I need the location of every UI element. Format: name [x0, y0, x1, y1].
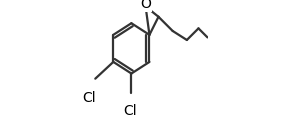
- Text: Cl: Cl: [82, 91, 96, 105]
- Text: Cl: Cl: [123, 104, 137, 118]
- Text: O: O: [140, 0, 151, 11]
